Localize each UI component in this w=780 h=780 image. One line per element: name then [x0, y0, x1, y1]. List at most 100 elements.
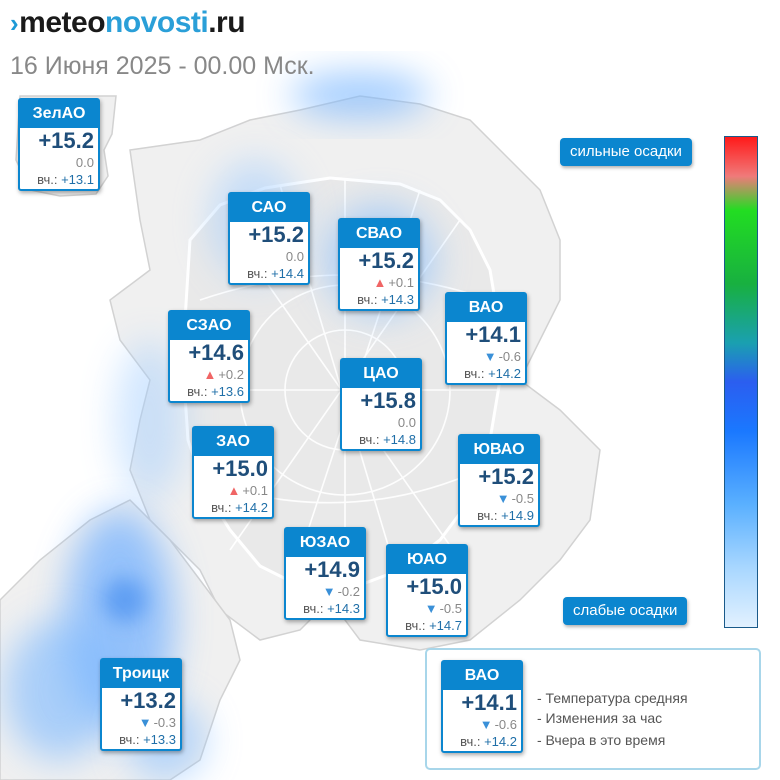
- district-change: ▲ +0.1: [340, 274, 418, 291]
- site-logo[interactable]: ›meteonovosti.ru: [10, 6, 246, 40]
- forecast-datetime: 16 Июня 2025 - 00.00 Мск.: [10, 52, 315, 80]
- yesterday-value: +14.4: [271, 266, 304, 281]
- district-card-yuzao[interactable]: ЮЗАО +14.9 ▼ -0.2 вч.: +14.3: [284, 527, 366, 620]
- arrow-down-icon: ▼: [322, 584, 336, 599]
- district-temp: +15.2: [38, 128, 94, 153]
- change-value: -0.6: [498, 349, 521, 364]
- yesterday-label: вч.:: [37, 172, 58, 187]
- arrow-down-icon: ▼: [496, 491, 510, 506]
- district-card-sao[interactable]: САО +15.2 0.0 вч.: +14.4: [228, 192, 310, 285]
- yesterday-label: вч.:: [460, 734, 481, 749]
- legend-temp-desc: - Температура средняя: [537, 690, 688, 706]
- district-card-cao[interactable]: ЦАО +15.8 0.0 вч.: +14.8: [340, 358, 422, 451]
- change-value: +0.1: [388, 275, 414, 290]
- yesterday-value: +13.3: [143, 732, 176, 747]
- district-change: 0.0: [342, 414, 420, 431]
- yesterday-value: +14.3: [327, 601, 360, 616]
- district-temp: +15.0: [212, 456, 268, 481]
- yesterday-label: вч.:: [187, 384, 208, 399]
- district-name: ВАО: [447, 294, 525, 322]
- yesterday-label: вч.:: [303, 601, 324, 616]
- yesterday-value: +14.2: [235, 500, 268, 515]
- arrow-down-icon: ▼: [479, 717, 493, 732]
- change-value: 0.0: [397, 415, 416, 430]
- precipitation-scale: [724, 136, 758, 628]
- change-value: +0.1: [242, 483, 268, 498]
- yesterday-value: +14.2: [484, 734, 517, 749]
- district-change: 0.0: [20, 154, 98, 171]
- district-yesterday: вч.: +14.2: [194, 499, 272, 517]
- district-yesterday: вч.: +14.4: [230, 265, 308, 283]
- district-name: ВАО: [443, 662, 521, 690]
- weak-precip-label: слабые осадки: [563, 597, 688, 625]
- change-value: +0.2: [218, 367, 244, 382]
- district-yesterday: вч.: +14.9: [460, 507, 538, 525]
- district-name: ЮВАО: [460, 436, 538, 464]
- district-yesterday: вч.: +14.7: [388, 617, 466, 635]
- district-name: ЦАО: [342, 360, 420, 388]
- arrow-up-icon: ▲: [373, 275, 387, 290]
- district-name: ЮАО: [388, 546, 466, 574]
- change-value: 0.0: [285, 249, 304, 264]
- district-change: ▲ +0.1: [194, 482, 272, 499]
- district-change: ▼ -0.5: [388, 600, 466, 617]
- district-card-yuvao[interactable]: ЮВАО +15.2 ▼ -0.5 вч.: +14.9: [458, 434, 540, 527]
- district-card-zao[interactable]: ЗАО +15.0 ▲ +0.1 вч.: +14.2: [192, 426, 274, 519]
- district-name: ЗелАО: [20, 100, 98, 128]
- yesterday-label: вч.:: [477, 508, 498, 523]
- yesterday-label: вч.:: [464, 366, 485, 381]
- district-change: ▼ -0.3: [102, 714, 180, 731]
- district-yesterday: вч.: +14.2: [447, 365, 525, 383]
- yesterday-label: вч.:: [405, 618, 426, 633]
- arrow-down-icon: ▼: [424, 601, 438, 616]
- district-change: ▼ -0.6: [447, 348, 525, 365]
- district-card-yuao[interactable]: ЮАО +15.0 ▼ -0.5 вч.: +14.7: [386, 544, 468, 637]
- legend-change-desc: - Изменения за час: [537, 710, 663, 726]
- district-name: СЗАО: [170, 312, 248, 340]
- yesterday-label: вч.:: [211, 500, 232, 515]
- district-card-svao[interactable]: СВАО +15.2 ▲ +0.1 вч.: +14.3: [338, 218, 420, 311]
- district-card-zelao[interactable]: ЗелАО +15.2 0.0 вч.: +13.1: [18, 98, 100, 191]
- district-temp: +15.0: [406, 574, 462, 599]
- yesterday-label: вч.:: [247, 266, 268, 281]
- district-temp: +14.1: [465, 322, 521, 347]
- district-yesterday: вч.: +14.2: [443, 733, 521, 751]
- district-name: ЮЗАО: [286, 529, 364, 557]
- district-temp: +15.2: [248, 222, 304, 247]
- district-temp: +14.1: [461, 690, 517, 715]
- district-card-troitsk[interactable]: Троицк +13.2 ▼ -0.3 вч.: +13.3: [100, 658, 182, 751]
- district-change: ▲ +0.2: [170, 366, 248, 383]
- district-temp: +14.6: [188, 340, 244, 365]
- change-value: -0.5: [439, 601, 462, 616]
- yesterday-value: +13.1: [61, 172, 94, 187]
- district-yesterday: вч.: +14.3: [340, 291, 418, 309]
- yesterday-value: +14.8: [383, 432, 416, 447]
- yesterday-value: +14.3: [381, 292, 414, 307]
- district-yesterday: вч.: +13.3: [102, 731, 180, 749]
- district-change: 0.0: [230, 248, 308, 265]
- district-card-szao[interactable]: СЗАО +14.6 ▲ +0.2 вч.: +13.6: [168, 310, 250, 403]
- district-name: СВАО: [340, 220, 418, 248]
- change-value: -0.6: [494, 717, 517, 732]
- yesterday-label: вч.:: [119, 732, 140, 747]
- district-temp: +15.8: [360, 388, 416, 413]
- arrow-down-icon: ▼: [483, 349, 497, 364]
- legend-yesterday-desc: - Вчера в это время: [537, 732, 666, 748]
- change-value: 0.0: [75, 155, 94, 170]
- district-yesterday: вч.: +14.8: [342, 431, 420, 449]
- district-temp: +15.2: [478, 464, 534, 489]
- logo-mark-icon: ›: [10, 8, 19, 38]
- change-value: -0.2: [337, 584, 360, 599]
- district-name: ЗАО: [194, 428, 272, 456]
- yesterday-label: вч.:: [357, 292, 378, 307]
- district-temp: +14.9: [304, 557, 360, 582]
- logo-text-domain: .ru: [208, 6, 246, 39]
- district-change: ▼ -0.5: [460, 490, 538, 507]
- yesterday-label: вч.:: [359, 432, 380, 447]
- logo-text-novosti: novosti: [105, 6, 209, 39]
- logo-text-meteo: meteo: [19, 6, 106, 39]
- strong-precip-label: сильные осадки: [560, 138, 692, 166]
- legend-sample-card: ВАО +14.1 ▼ -0.6 вч.: +14.2: [441, 660, 523, 753]
- arrow-up-icon: ▲: [203, 367, 217, 382]
- district-card-vao[interactable]: ВАО +14.1 ▼ -0.6 вч.: +14.2: [445, 292, 527, 385]
